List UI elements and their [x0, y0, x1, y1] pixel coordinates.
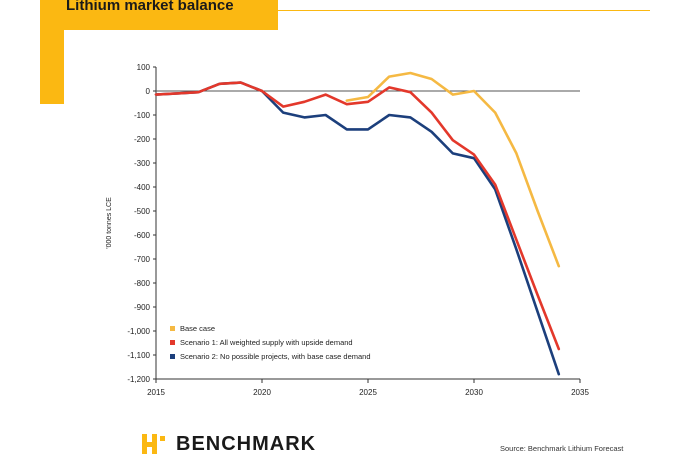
source-note: Source: Benchmark Lithium Forecast — [500, 444, 624, 453]
y-tick-label: -1,100 — [127, 351, 150, 360]
title-bar-stem — [40, 0, 64, 104]
legend-label: Scenario 2: No possible projects, with b… — [180, 352, 371, 361]
y-axis-label: '000 tonnes LCE — [106, 197, 113, 249]
y-tick-label: -700 — [134, 255, 151, 264]
legend-label: Base case — [180, 324, 215, 333]
x-tick-label: 2030 — [465, 388, 483, 397]
benchmark-logo-icon — [142, 434, 165, 454]
title-divider — [278, 10, 650, 11]
benchmark-logo: BENCHMARK — [140, 430, 316, 458]
y-tick-label: -600 — [134, 231, 151, 240]
legend-swatch — [170, 326, 175, 331]
series-line-scenario-1 — [154, 81, 561, 351]
legend-label: Scenario 1: All weighted supply with ups… — [180, 338, 353, 347]
y-tick-label: -200 — [134, 135, 151, 144]
y-tick-label: -300 — [134, 159, 151, 168]
logo-text: BENCHMARK — [176, 432, 317, 455]
y-tick-label: -100 — [134, 111, 151, 120]
legend-swatch — [170, 340, 175, 345]
title-bar — [40, 0, 278, 30]
x-tick-label: 2020 — [253, 388, 271, 397]
y-tick-label: -1,000 — [127, 327, 150, 336]
x-tick-label: 2035 — [571, 388, 589, 397]
y-tick-label: 100 — [137, 63, 151, 72]
series-line-scenario-2 — [154, 81, 561, 376]
y-tick-label: -500 — [134, 207, 151, 216]
y-tick-label: -400 — [134, 183, 151, 192]
page-title: Lithium market balance — [66, 0, 234, 14]
y-tick-label: -1,200 — [127, 375, 150, 384]
series-line-base-case — [345, 71, 561, 268]
y-tick-label: -900 — [134, 303, 151, 312]
y-tick-label: -800 — [134, 279, 151, 288]
x-tick-label: 2015 — [147, 388, 165, 397]
x-tick-label: 2025 — [359, 388, 377, 397]
y-tick-label: 0 — [146, 87, 151, 96]
legend-swatch — [170, 354, 175, 359]
